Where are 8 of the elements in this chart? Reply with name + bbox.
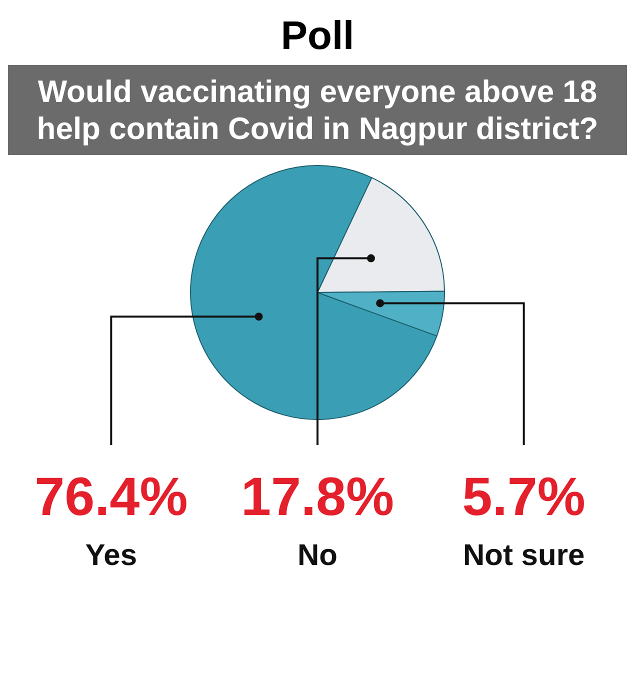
data-label: 5.7% <box>462 467 586 528</box>
data-label: 76.4% <box>34 467 188 528</box>
chart-subtitle: Would vaccinating everyone above 18 help contain Covid in Nagpur district? <box>8 65 627 156</box>
slice-label: Yes <box>85 539 138 572</box>
slice-label: Not sure <box>462 539 585 572</box>
data-label: 17.8% <box>240 467 394 528</box>
slice-label: No <box>298 539 338 572</box>
chart-title: Poll <box>280 13 356 60</box>
